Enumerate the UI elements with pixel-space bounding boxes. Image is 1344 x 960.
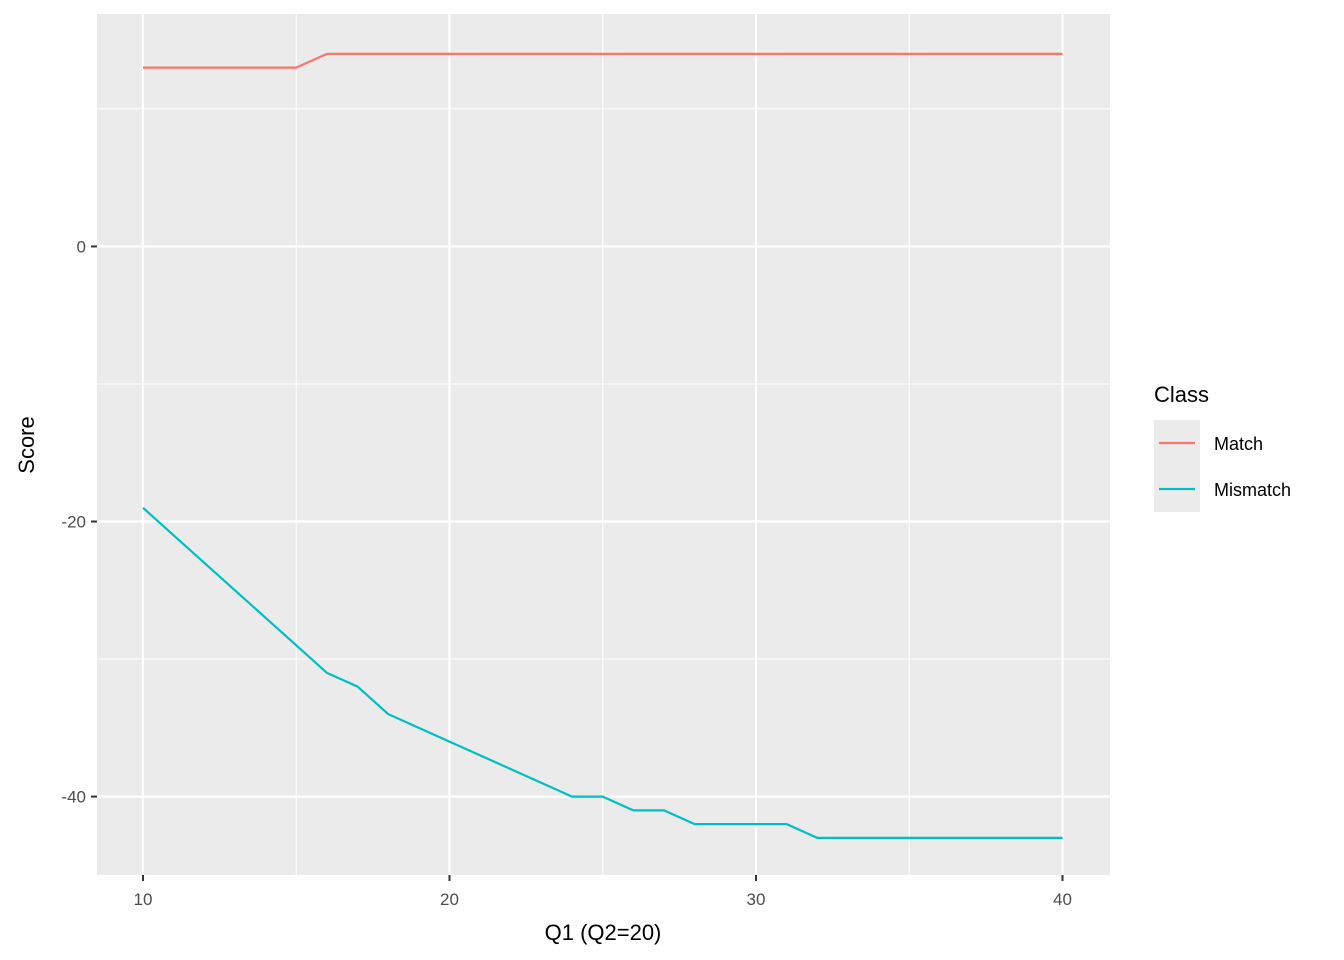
- legend: Match Mismatch: [1154, 420, 1291, 512]
- series-line-match: [142, 52, 1063, 69]
- x-axis-label: Q1 (Q2=20): [545, 920, 662, 945]
- x-tick-label: 30: [747, 890, 766, 909]
- legend-title: Class: [1154, 382, 1209, 407]
- series-lines: [142, 52, 1063, 839]
- plot-panel: [97, 14, 1110, 875]
- y-axis-label: Score: [14, 416, 39, 473]
- x-tick-label: 10: [134, 890, 153, 909]
- x-tick-label: 40: [1053, 890, 1072, 909]
- legend-label: Mismatch: [1214, 480, 1291, 500]
- series-line-mismatch: [142, 506, 1063, 839]
- y-tick-label: -40: [61, 788, 86, 807]
- y-tick-label: 0: [77, 237, 86, 256]
- x-tick-label: 20: [440, 890, 459, 909]
- legend-label: Match: [1214, 434, 1263, 454]
- axis-ticks: 10 20 30 40 0 -20 -40: [61, 237, 1072, 909]
- y-tick-label: -20: [61, 513, 86, 532]
